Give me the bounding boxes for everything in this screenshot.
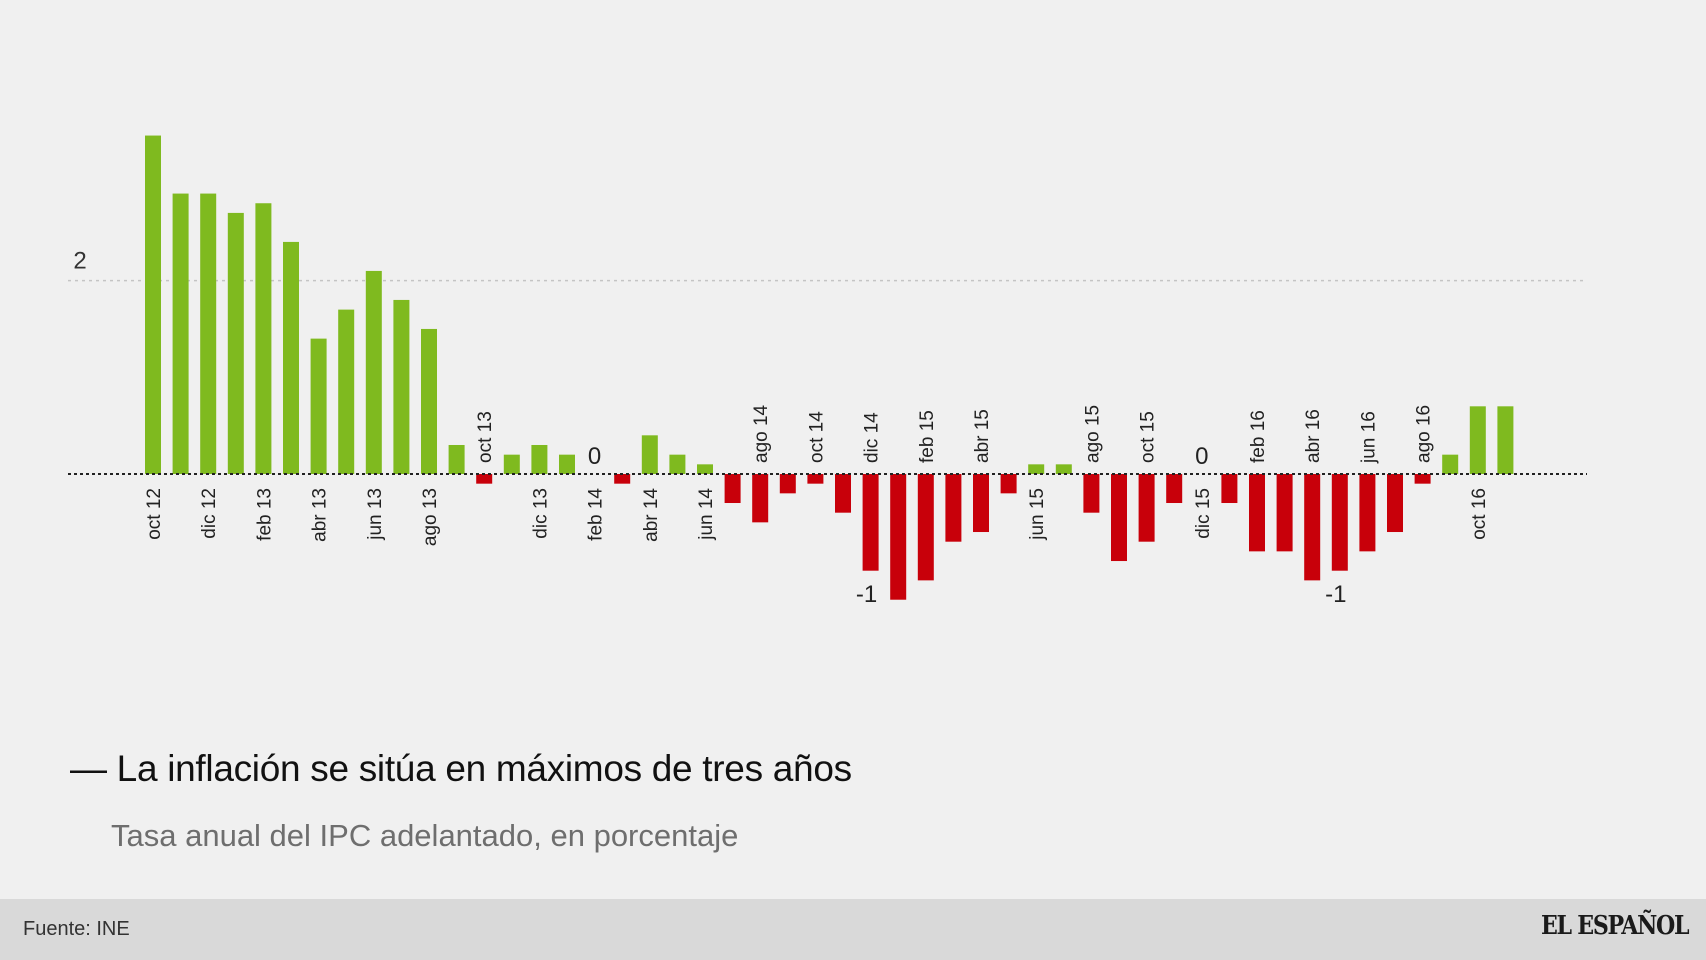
- source-label: Fuente: INE: [23, 918, 130, 940]
- x-tick-label: feb 14: [586, 488, 607, 541]
- bar-may-15: [1000, 474, 1017, 494]
- bar-sep-15: [1111, 474, 1127, 562]
- bar-feb-13: [255, 203, 272, 475]
- bar-oct-13: [476, 474, 493, 484]
- x-tick-label: dic 15: [1193, 488, 1214, 539]
- value-annotation: -1: [856, 581, 877, 608]
- bar-abr-15: [973, 474, 989, 533]
- x-tick-label: jun 15: [1027, 488, 1048, 541]
- bar-dic-12: [200, 193, 217, 474]
- x-tick-label: dic 12: [199, 488, 220, 539]
- x-tick-label: jun 14: [696, 488, 717, 541]
- bar-ene-14: [559, 454, 575, 474]
- bar-ago-14: [752, 474, 769, 523]
- x-tick-label: oct 15: [1138, 411, 1159, 463]
- chart-subtitle: Tasa anual del IPC adelantado, en porcen…: [111, 818, 739, 853]
- bar-feb-16: [1249, 474, 1265, 552]
- bar-may-13: [338, 309, 355, 474]
- bar-sep-16: [1442, 454, 1459, 474]
- bar-nov-16: [1497, 406, 1514, 474]
- x-tick-label: feb 15: [917, 410, 938, 463]
- x-tick-label: ago 16: [1414, 405, 1435, 463]
- x-tick-label: abr 13: [310, 488, 331, 542]
- bar-ene-15: [890, 474, 907, 600]
- bar-dic-13: [531, 444, 548, 474]
- bar-jun-15: [1028, 464, 1045, 474]
- bar-mar-15: [945, 474, 962, 542]
- bar-feb-15: [917, 474, 934, 581]
- x-tick-label: jun 16: [1358, 411, 1379, 464]
- bar-jul-15: [1055, 464, 1072, 474]
- bar-ago-13: [421, 328, 437, 474]
- y-tick-label: 2: [73, 248, 86, 275]
- x-tick-label: ago 13: [420, 488, 441, 546]
- el-espanol-logo: EL ESPAÑOL: [1540, 911, 1690, 941]
- bar-abr-14: [641, 435, 658, 474]
- x-tick-label: abr 14: [641, 488, 662, 542]
- bar-jul-16: [1387, 474, 1403, 533]
- bar-sep-14: [779, 474, 796, 494]
- x-tick-label: feb 16: [1248, 410, 1269, 463]
- bar-oct-12: [145, 135, 161, 475]
- bar-mar-13: [283, 241, 299, 474]
- x-tick-label: oct 16: [1469, 488, 1490, 540]
- bar-nov-14: [835, 474, 851, 513]
- x-tick-label: feb 13: [254, 488, 275, 541]
- bar-ago-15: [1083, 474, 1100, 513]
- bar-abr-13: [310, 338, 327, 474]
- bar-may-14: [669, 454, 686, 474]
- bar-mar-14: [614, 474, 631, 484]
- footer-bar: Fuente: INE EL ESPAÑOL: [0, 899, 1706, 960]
- x-tick-label: ago 14: [751, 404, 772, 463]
- x-tick-label: ago 15: [1082, 405, 1103, 463]
- bar-ene-13: [227, 212, 244, 474]
- bar-oct-16: [1469, 406, 1486, 474]
- x-tick-label: abr 16: [1303, 409, 1324, 463]
- bar-jun-13: [365, 270, 382, 474]
- bar-nov-13: [503, 454, 520, 474]
- bar-nov-15: [1166, 474, 1183, 504]
- x-tick-label: dic 14: [862, 412, 883, 463]
- x-tick-label: dic 13: [530, 488, 551, 539]
- bar-ago-16: [1414, 474, 1431, 484]
- value-annotation: -1: [1325, 581, 1346, 608]
- value-annotation: 0: [588, 443, 601, 470]
- chart-title: — La inflación se sitúa en máximos de tr…: [70, 748, 852, 789]
- x-tick-label: oct 13: [475, 411, 496, 463]
- x-tick-label: abr 15: [972, 409, 993, 463]
- value-annotation: 0: [1195, 443, 1208, 470]
- bar-jun-16: [1359, 474, 1376, 552]
- bar-sep-13: [448, 444, 465, 474]
- bar-jul-14: [724, 474, 741, 504]
- bar-oct-14: [807, 474, 824, 484]
- bar-abr-16: [1304, 474, 1321, 581]
- inflation-bar-chart: 2 oct 12 dic 12 feb 13 abr 13 jun 13 ago 13 oct…: [68, 135, 1587, 608]
- bar-oct-15: [1138, 474, 1155, 542]
- bar-nov-12: [172, 193, 189, 474]
- bar-dic-14: [862, 474, 879, 571]
- x-tick-label: oct 14: [806, 411, 827, 463]
- x-tick-label: jun 13: [365, 488, 386, 541]
- bar-mar-16: [1276, 474, 1293, 552]
- bar-ene-16: [1221, 474, 1238, 504]
- x-tick-label: oct 12: [144, 488, 165, 540]
- bar-jun-14: [697, 464, 713, 474]
- bar-may-16: [1331, 474, 1348, 571]
- bar-jul-13: [393, 299, 410, 474]
